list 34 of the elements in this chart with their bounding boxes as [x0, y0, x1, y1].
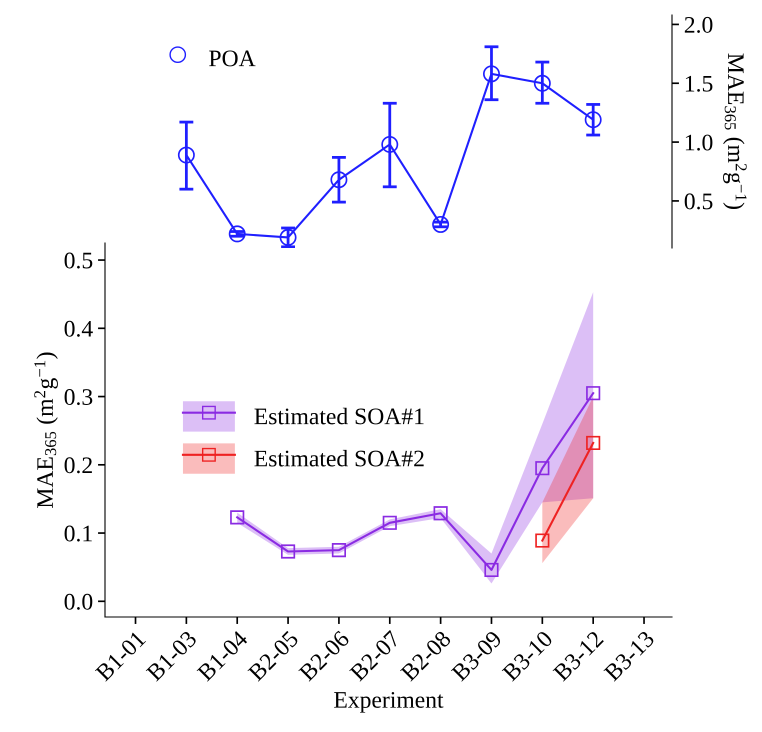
point: [280, 544, 296, 559]
legend-label: POA: [209, 50, 256, 66]
point: [586, 386, 600, 400]
legend-label: Estimated SOA#2: [254, 450, 424, 467]
point: [178, 146, 195, 164]
point: [434, 506, 448, 520]
point: [483, 65, 500, 82]
point: [584, 111, 602, 128]
point: [381, 136, 398, 153]
y-tick-label: 0.5: [684, 193, 712, 210]
y-tick-label: 0.5: [64, 252, 92, 269]
point: [382, 516, 397, 530]
y-tick-label: 0.4: [64, 320, 93, 337]
y-tick-label: 1.0: [686, 134, 712, 151]
point: [332, 543, 346, 558]
point: [228, 225, 246, 242]
y-tick-label: 1.5: [686, 76, 712, 92]
point: [586, 436, 600, 450]
point: [330, 171, 348, 188]
point: [535, 533, 550, 548]
y-tick-label: 0.0: [64, 594, 92, 610]
point: [535, 461, 550, 476]
y-tick-label: 0.1: [64, 526, 92, 542]
y-tick-label: 0.3: [64, 389, 92, 406]
y-axis-title: MAE$_{365}$ (m$^{2}$g$^{−1}$): [723, 54, 747, 209]
x-axis-title: Experiment: [334, 692, 444, 713]
y-tick-label: 2.0: [684, 16, 712, 33]
point: [230, 510, 244, 524]
y-axis-title: MAE$_{365}$ (m$^{2}$g$^{−1}$): [34, 352, 58, 508]
legend-label: Estimated SOA#1: [254, 408, 424, 424]
y-tick-label: 0.2: [64, 457, 92, 474]
point: [484, 562, 499, 577]
point: [534, 74, 551, 92]
point: [432, 216, 450, 233]
